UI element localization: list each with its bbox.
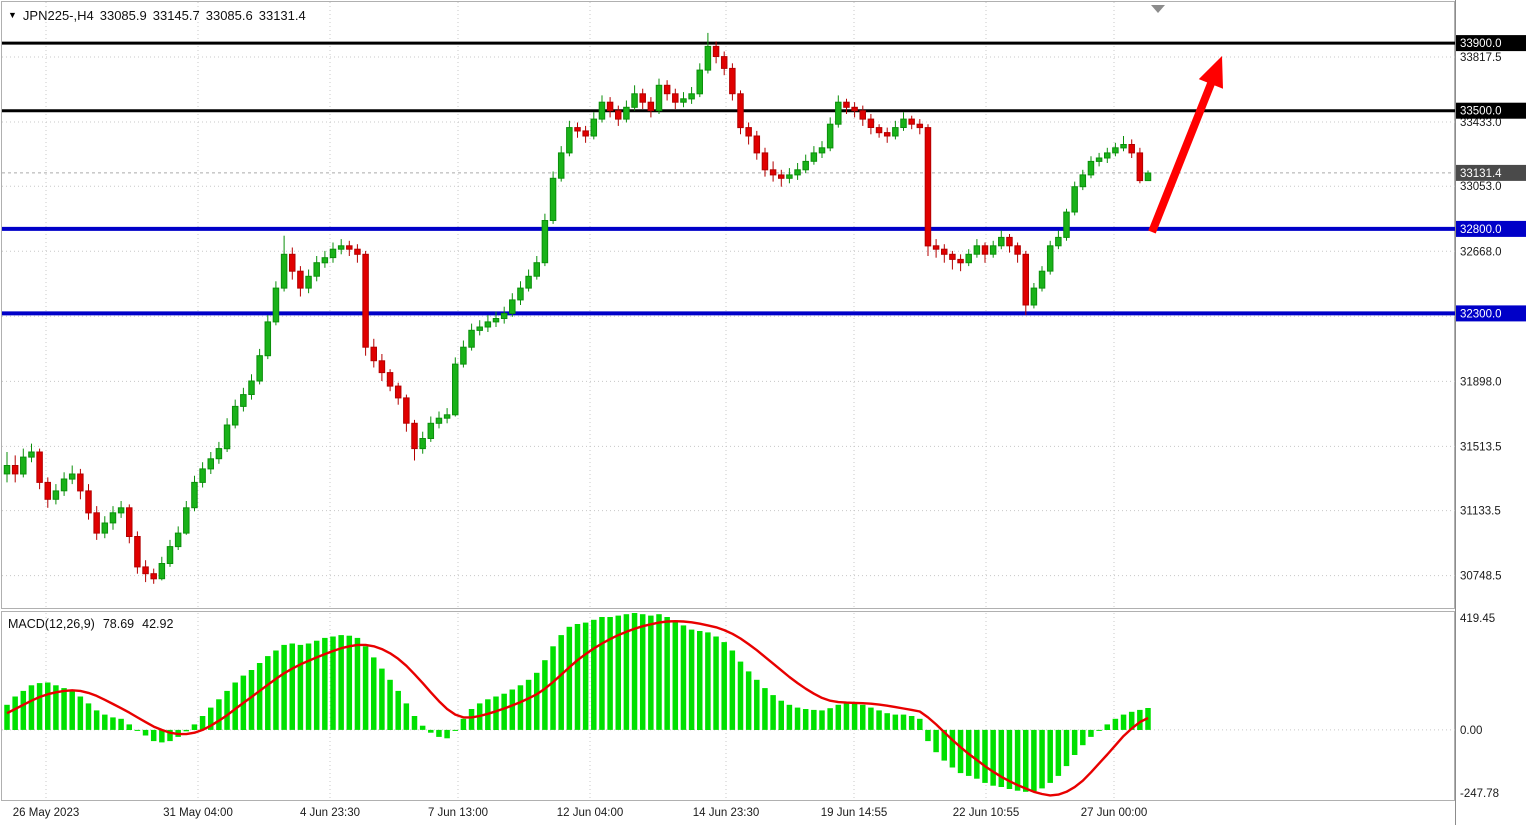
svg-text:22 Jun 10:55: 22 Jun 10:55 [953, 807, 1020, 819]
ohlc-close: 33131.4 [258, 8, 306, 23]
ohlc-open: 33085.9 [99, 8, 147, 23]
svg-text:419.45: 419.45 [1460, 613, 1495, 625]
candles-layer[interactable] [3, 32, 1152, 584]
svg-text:31513.5: 31513.5 [1460, 441, 1502, 453]
svg-text:0.00: 0.00 [1460, 725, 1482, 737]
svg-text:31133.5: 31133.5 [1460, 506, 1501, 518]
svg-text:19 Jun 14:55: 19 Jun 14:55 [821, 807, 888, 819]
svg-text:32668.0: 32668.0 [1460, 246, 1502, 258]
macd-signal-value: 42.92 [142, 617, 174, 631]
svg-text:26 May 2023: 26 May 2023 [13, 807, 80, 819]
macd-name: MACD(12,26,9) [8, 617, 95, 631]
macd-signal-line [6, 620, 1149, 797]
price-axis-badges: 33900.0 33500.0 32800.0 32300.0 33131.4 [1456, 35, 1526, 322]
trend-arrow[interactable] [1148, 56, 1223, 234]
svg-text:33053.0: 33053.0 [1460, 181, 1502, 193]
svg-text:31 May 04:00: 31 May 04:00 [163, 807, 233, 819]
macd-value: 78.69 [102, 617, 135, 631]
horizontal-level-lines[interactable] [2, 41, 1455, 316]
svg-text:30748.5: 30748.5 [1460, 571, 1502, 583]
svg-text:7 Jun 13:00: 7 Jun 13:00 [428, 807, 488, 819]
chart-shift-marker-icon[interactable] [1151, 5, 1165, 13]
svg-text:-247.78: -247.78 [1460, 788, 1499, 800]
svg-text:14 Jun 23:30: 14 Jun 23:30 [693, 807, 760, 819]
svg-text:27 Jun 00:00: 27 Jun 00:00 [1081, 807, 1148, 819]
svg-text:33433.0: 33433.0 [1460, 117, 1502, 129]
svg-text:4 Jun 23:30: 4 Jun 23:30 [300, 807, 360, 819]
macd-indicator-label: MACD(12,26,9) 78.69 42.92 [8, 617, 173, 631]
ohlc-high: 33145.7 [152, 8, 200, 23]
symbol-period-label: JPN225-,H4 [22, 8, 94, 23]
symbol-dropdown-icon[interactable]: ▼ [8, 10, 17, 20]
time-axis: 26 May 2023 31 May 04:00 4 Jun 23:30 7 Jun … [13, 807, 1148, 819]
svg-text:33817.5: 33817.5 [1460, 52, 1502, 64]
chart-header: ▼ JPN225-,H4 33085.9 33145.7 33085.6 331… [8, 8, 306, 23]
svg-text:33900.0: 33900.0 [1460, 38, 1502, 50]
price-axis: 33817.5 33433.0 33053.0 32668.0 31898.0 31513… [1460, 52, 1502, 800]
svg-text:33131.4: 33131.4 [1460, 168, 1502, 180]
svg-text:33500.0: 33500.0 [1460, 106, 1502, 118]
macd-histogram [4, 613, 1151, 792]
svg-text:31898.0: 31898.0 [1460, 376, 1502, 388]
panel-borders [1, 0, 1456, 825]
svg-text:32800.0: 32800.0 [1460, 224, 1502, 236]
svg-text:32300.0: 32300.0 [1460, 308, 1502, 320]
svg-text:12 Jun 04:00: 12 Jun 04:00 [557, 807, 624, 819]
ohlc-low: 33085.6 [205, 8, 253, 23]
